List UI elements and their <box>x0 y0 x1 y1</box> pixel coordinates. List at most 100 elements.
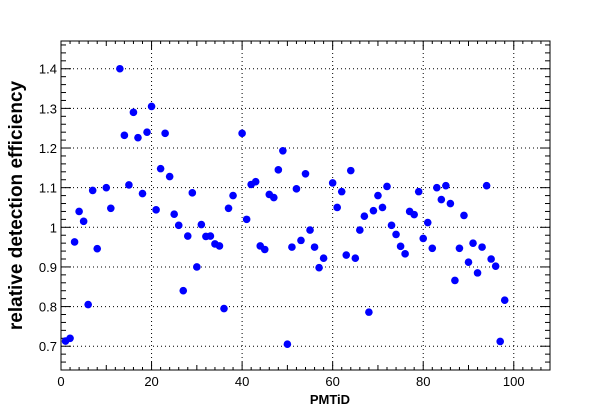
data-point <box>193 263 201 271</box>
data-point <box>66 334 74 343</box>
data-point <box>337 187 346 196</box>
data-point <box>500 296 509 305</box>
data-point <box>292 185 301 193</box>
data-point <box>301 169 310 178</box>
data-point <box>315 263 323 272</box>
data-point <box>496 337 504 346</box>
data-point <box>79 217 88 226</box>
data-point <box>451 276 459 285</box>
data-point <box>102 183 111 192</box>
data-point <box>487 255 495 263</box>
data-point <box>433 183 441 192</box>
data-point <box>279 146 287 155</box>
point-layer <box>61 64 509 349</box>
data-point <box>165 172 174 181</box>
data-point <box>482 181 491 190</box>
data-point <box>383 182 391 191</box>
tick-layer: 0 20 40 60 80 100 0.7 0.8 0.9 1 1.1 1.2 1.3 1.4 <box>39 41 551 389</box>
data-point <box>491 262 500 270</box>
data-point <box>410 210 418 219</box>
data-point <box>206 232 215 240</box>
data-point <box>283 340 292 349</box>
x-tick-label: 0 <box>57 374 64 389</box>
data-point <box>215 242 224 250</box>
data-point <box>374 191 382 200</box>
data-point <box>396 242 405 251</box>
data-point <box>455 244 464 253</box>
data-point <box>297 236 305 245</box>
data-point <box>120 131 129 140</box>
data-point <box>319 254 328 263</box>
data-point <box>469 239 477 247</box>
data-point <box>356 226 364 234</box>
data-point <box>342 251 351 259</box>
data-point <box>274 166 283 174</box>
data-point <box>179 286 188 295</box>
data-point <box>75 207 83 216</box>
data-point <box>183 232 192 240</box>
y-tick-label: 1.4 <box>39 62 57 77</box>
data-point <box>270 193 278 202</box>
data-point <box>116 64 124 73</box>
data-point <box>70 238 79 246</box>
x-tick-label: 100 <box>503 374 525 389</box>
data-point <box>346 166 355 175</box>
data-point <box>152 206 160 214</box>
data-point <box>174 221 183 230</box>
data-point <box>188 189 197 197</box>
y-tick-label: 1.2 <box>39 141 57 156</box>
data-point <box>88 186 97 195</box>
data-point <box>414 187 423 196</box>
data-point <box>84 300 92 309</box>
data-point <box>156 164 165 173</box>
data-point <box>428 244 437 253</box>
data-point <box>442 181 450 190</box>
data-point <box>134 133 142 142</box>
data-point <box>129 108 138 117</box>
data-point <box>392 230 400 239</box>
data-point <box>238 129 246 138</box>
data-point <box>197 220 206 229</box>
data-point <box>161 129 169 138</box>
data-point <box>288 243 296 251</box>
x-tick-label: 40 <box>235 374 249 389</box>
data-point <box>93 244 102 253</box>
x-tick-label: 20 <box>144 374 158 389</box>
data-point <box>147 102 156 111</box>
data-point <box>401 250 409 258</box>
data-point <box>251 177 260 186</box>
data-point <box>170 210 178 219</box>
x-tick-label: 60 <box>325 374 339 389</box>
y-tick-label: 1.3 <box>39 101 57 116</box>
data-point <box>328 179 337 187</box>
data-point <box>365 308 373 316</box>
y-tick-label: 1 <box>50 220 57 235</box>
data-point <box>143 128 151 136</box>
data-point <box>369 206 378 215</box>
data-point <box>260 245 269 254</box>
data-point <box>460 211 468 220</box>
data-point <box>423 218 432 227</box>
data-point <box>333 203 341 212</box>
grid-layer <box>61 41 550 370</box>
x-axis-title: PMTiD <box>310 392 350 407</box>
data-point <box>446 199 455 208</box>
y-tick-label: 1.1 <box>39 181 57 196</box>
data-point <box>229 191 237 200</box>
y-tick-label: 0.7 <box>39 339 57 354</box>
data-point <box>473 269 482 277</box>
data-point <box>419 234 428 243</box>
y-tick-label: 0.9 <box>39 260 57 275</box>
y-axis-title: relative detection efficiency <box>6 80 27 330</box>
data-point <box>387 221 396 230</box>
data-point <box>351 254 360 263</box>
data-point <box>360 212 369 221</box>
x-tick-label: 80 <box>416 374 430 389</box>
data-point <box>437 195 446 204</box>
data-point <box>464 258 473 266</box>
data-point <box>378 203 387 212</box>
data-point <box>138 189 147 198</box>
